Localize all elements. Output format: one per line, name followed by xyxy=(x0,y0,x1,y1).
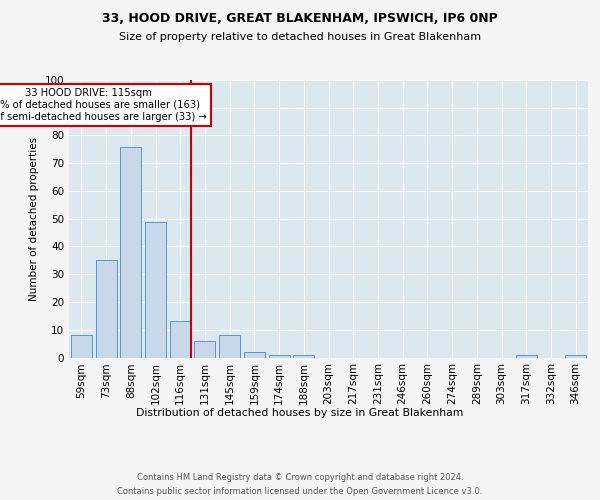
Bar xyxy=(95,260,116,358)
Bar xyxy=(244,352,265,358)
Text: Distribution of detached houses by size in Great Blakenham: Distribution of detached houses by size … xyxy=(136,408,464,418)
Text: Size of property relative to detached houses in Great Blakenham: Size of property relative to detached ho… xyxy=(119,32,481,42)
Bar xyxy=(71,336,92,357)
Bar xyxy=(170,322,191,358)
Bar xyxy=(194,341,215,357)
Y-axis label: Number of detached properties: Number of detached properties xyxy=(29,136,39,301)
Text: Contains public sector information licensed under the Open Government Licence v3: Contains public sector information licen… xyxy=(118,488,482,496)
Bar xyxy=(293,354,314,358)
Bar xyxy=(120,146,141,358)
Text: 33 HOOD DRIVE: 115sqm
← 82% of detached houses are smaller (163)
17% of semi-det: 33 HOOD DRIVE: 115sqm ← 82% of detached … xyxy=(0,88,207,122)
Bar xyxy=(269,354,290,358)
Bar xyxy=(516,354,537,358)
Bar xyxy=(565,354,586,358)
Text: 33, HOOD DRIVE, GREAT BLAKENHAM, IPSWICH, IP6 0NP: 33, HOOD DRIVE, GREAT BLAKENHAM, IPSWICH… xyxy=(102,12,498,26)
Text: Contains HM Land Registry data © Crown copyright and database right 2024.: Contains HM Land Registry data © Crown c… xyxy=(137,472,463,482)
Bar xyxy=(219,336,240,357)
Bar xyxy=(145,222,166,358)
